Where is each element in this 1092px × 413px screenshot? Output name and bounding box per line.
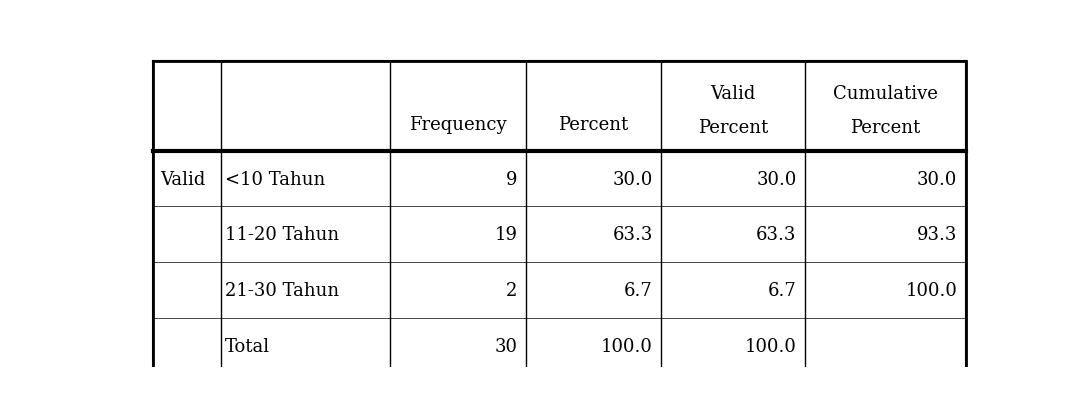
Text: 63.3: 63.3	[613, 226, 653, 244]
Text: Total: Total	[225, 337, 271, 355]
Text: Percent: Percent	[698, 118, 769, 136]
Text: Valid: Valid	[711, 85, 756, 102]
Text: 93.3: 93.3	[917, 226, 958, 244]
Text: 9: 9	[506, 170, 518, 188]
Text: Percent: Percent	[851, 118, 921, 136]
Text: 21-30 Tahun: 21-30 Tahun	[225, 282, 340, 299]
Text: 100.0: 100.0	[601, 337, 653, 355]
Text: 30.0: 30.0	[917, 170, 958, 188]
Text: 30: 30	[495, 337, 518, 355]
Text: 2: 2	[506, 282, 518, 299]
Text: Valid: Valid	[161, 170, 205, 188]
Text: 11-20 Tahun: 11-20 Tahun	[225, 226, 340, 244]
Text: 6.7: 6.7	[624, 282, 653, 299]
Text: <10 Tahun: <10 Tahun	[225, 170, 325, 188]
Text: 63.3: 63.3	[757, 226, 797, 244]
Text: Percent: Percent	[558, 116, 629, 133]
Text: Cumulative: Cumulative	[833, 85, 938, 102]
Text: 100.0: 100.0	[905, 282, 958, 299]
Text: 6.7: 6.7	[768, 282, 797, 299]
Text: 30.0: 30.0	[613, 170, 653, 188]
Text: 100.0: 100.0	[745, 337, 797, 355]
Text: Frequency: Frequency	[410, 116, 507, 133]
Text: 19: 19	[495, 226, 518, 244]
Text: 30.0: 30.0	[757, 170, 797, 188]
